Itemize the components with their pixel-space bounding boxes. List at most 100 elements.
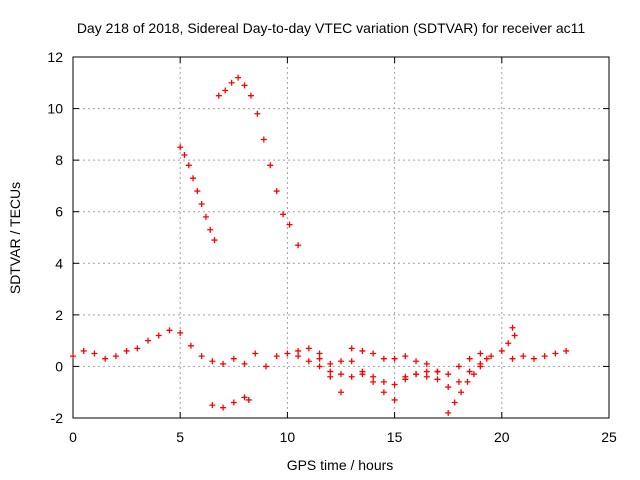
data-point <box>155 332 162 339</box>
data-point <box>327 368 334 375</box>
data-point <box>380 378 387 385</box>
data-point <box>520 353 527 360</box>
data-point <box>241 82 248 89</box>
data-point <box>423 373 430 380</box>
chart-title: Day 218 of 2018, Sidereal Day-to-day VTE… <box>77 20 586 36</box>
data-point <box>230 355 237 362</box>
data-point <box>177 144 184 151</box>
data-point <box>123 347 130 354</box>
data-point <box>348 373 355 380</box>
data-point <box>348 358 355 365</box>
data-point <box>70 353 76 360</box>
data-point <box>445 384 452 391</box>
data-point <box>207 226 214 233</box>
y-tick-label: 10 <box>47 101 63 117</box>
data-point <box>359 371 366 378</box>
data-point <box>509 324 516 331</box>
y-tick-label: 0 <box>55 358 63 374</box>
data-point <box>530 355 537 362</box>
data-point <box>391 381 398 388</box>
data-point <box>327 373 334 380</box>
data-point <box>230 399 237 406</box>
data-point <box>235 74 242 81</box>
data-point <box>305 358 312 365</box>
data-point <box>284 350 291 357</box>
data-point <box>222 87 229 94</box>
data-point <box>338 389 344 396</box>
y-tick-label: 6 <box>55 204 63 220</box>
y-tick-label: 12 <box>47 49 63 65</box>
grid <box>72 56 610 419</box>
data-point <box>338 371 344 378</box>
data-point <box>262 363 269 370</box>
data-point <box>370 350 377 357</box>
data-point <box>359 347 366 354</box>
data-point <box>185 162 192 169</box>
x-tick-label: 5 <box>176 429 184 445</box>
data-point <box>241 394 248 401</box>
data-point <box>181 151 188 158</box>
data-point <box>509 355 516 362</box>
data-point <box>316 350 323 357</box>
x-tick-label: 25 <box>601 429 617 445</box>
data-point <box>391 355 398 362</box>
data-point <box>190 175 197 182</box>
data-point <box>380 355 387 362</box>
data-point <box>483 355 490 362</box>
y-tick-label: 8 <box>55 152 63 168</box>
data-point <box>166 327 173 334</box>
data-point <box>477 350 484 357</box>
series-lower-3 <box>445 355 490 416</box>
data-point <box>445 371 452 378</box>
data-point <box>434 376 441 383</box>
data-point <box>348 345 355 352</box>
series-main <box>70 327 570 378</box>
data-point <box>80 347 87 354</box>
data-point <box>273 353 280 360</box>
series-spike <box>505 324 518 347</box>
data-point <box>145 337 152 344</box>
x-axis-label: GPS time / hours <box>287 457 394 473</box>
data-point <box>413 371 420 378</box>
data-point <box>202 213 209 220</box>
data-point <box>455 363 462 370</box>
data-point <box>477 363 484 370</box>
data-point <box>402 376 409 383</box>
data-point <box>220 360 227 367</box>
data-point <box>177 329 184 336</box>
data-point <box>295 353 302 360</box>
data-point <box>455 378 462 385</box>
data-point <box>215 92 222 99</box>
x-tick-label: 15 <box>387 429 403 445</box>
data-point <box>370 373 377 380</box>
data-point <box>370 378 377 385</box>
data-point <box>380 389 387 396</box>
data-point <box>470 371 477 378</box>
data-point <box>209 402 216 409</box>
data-point <box>498 347 505 354</box>
data-point <box>254 110 261 117</box>
series-layer <box>70 74 570 416</box>
data-point <box>194 188 201 195</box>
data-point <box>327 360 334 367</box>
y-tick-label: -2 <box>51 410 64 426</box>
data-point <box>505 340 512 347</box>
data-point <box>198 200 205 207</box>
data-point <box>511 332 518 339</box>
data-point <box>563 347 570 354</box>
data-point <box>187 342 194 349</box>
data-point <box>464 378 471 385</box>
data-point <box>211 237 218 244</box>
data-point <box>247 92 254 99</box>
data-point <box>241 360 248 367</box>
data-point <box>466 368 473 375</box>
data-point <box>273 188 280 195</box>
data-point <box>245 396 252 403</box>
x-tick-label: 20 <box>494 429 510 445</box>
data-point <box>434 368 441 375</box>
data-point <box>260 136 267 143</box>
data-point <box>338 358 344 365</box>
data-point <box>402 353 409 360</box>
data-point <box>488 353 495 360</box>
